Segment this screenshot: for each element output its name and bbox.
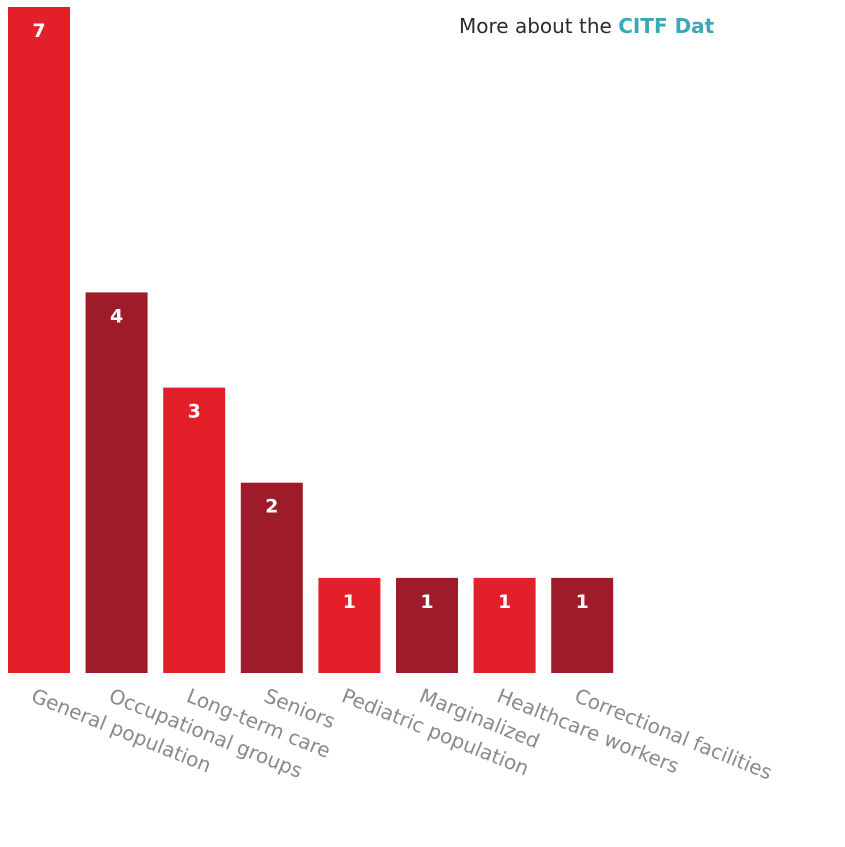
citf-data-link[interactable]: CITF Dat: [618, 14, 715, 38]
bar-8: [551, 577, 614, 673]
bar-4: [240, 482, 303, 673]
bar-value-label-8: 1: [576, 591, 589, 613]
bar-2: [85, 292, 148, 673]
bar-3: [163, 387, 226, 673]
bar-value-label-6: 1: [420, 591, 433, 613]
header-text: More about the CITF Dat: [459, 14, 714, 38]
header-prefix: More about the: [459, 14, 619, 38]
bar-6: [396, 577, 458, 673]
bar-value-label-2: 4: [110, 305, 123, 327]
bar-1: [8, 7, 70, 673]
bar-value-label-1: 7: [32, 20, 45, 42]
bar-5: [318, 577, 381, 673]
bar-value-label-5: 1: [343, 591, 356, 613]
bar-7: [473, 577, 536, 673]
bar-value-label-4: 2: [265, 496, 278, 518]
bar-value-label-3: 3: [188, 401, 201, 423]
bar-value-label-7: 1: [498, 591, 511, 613]
